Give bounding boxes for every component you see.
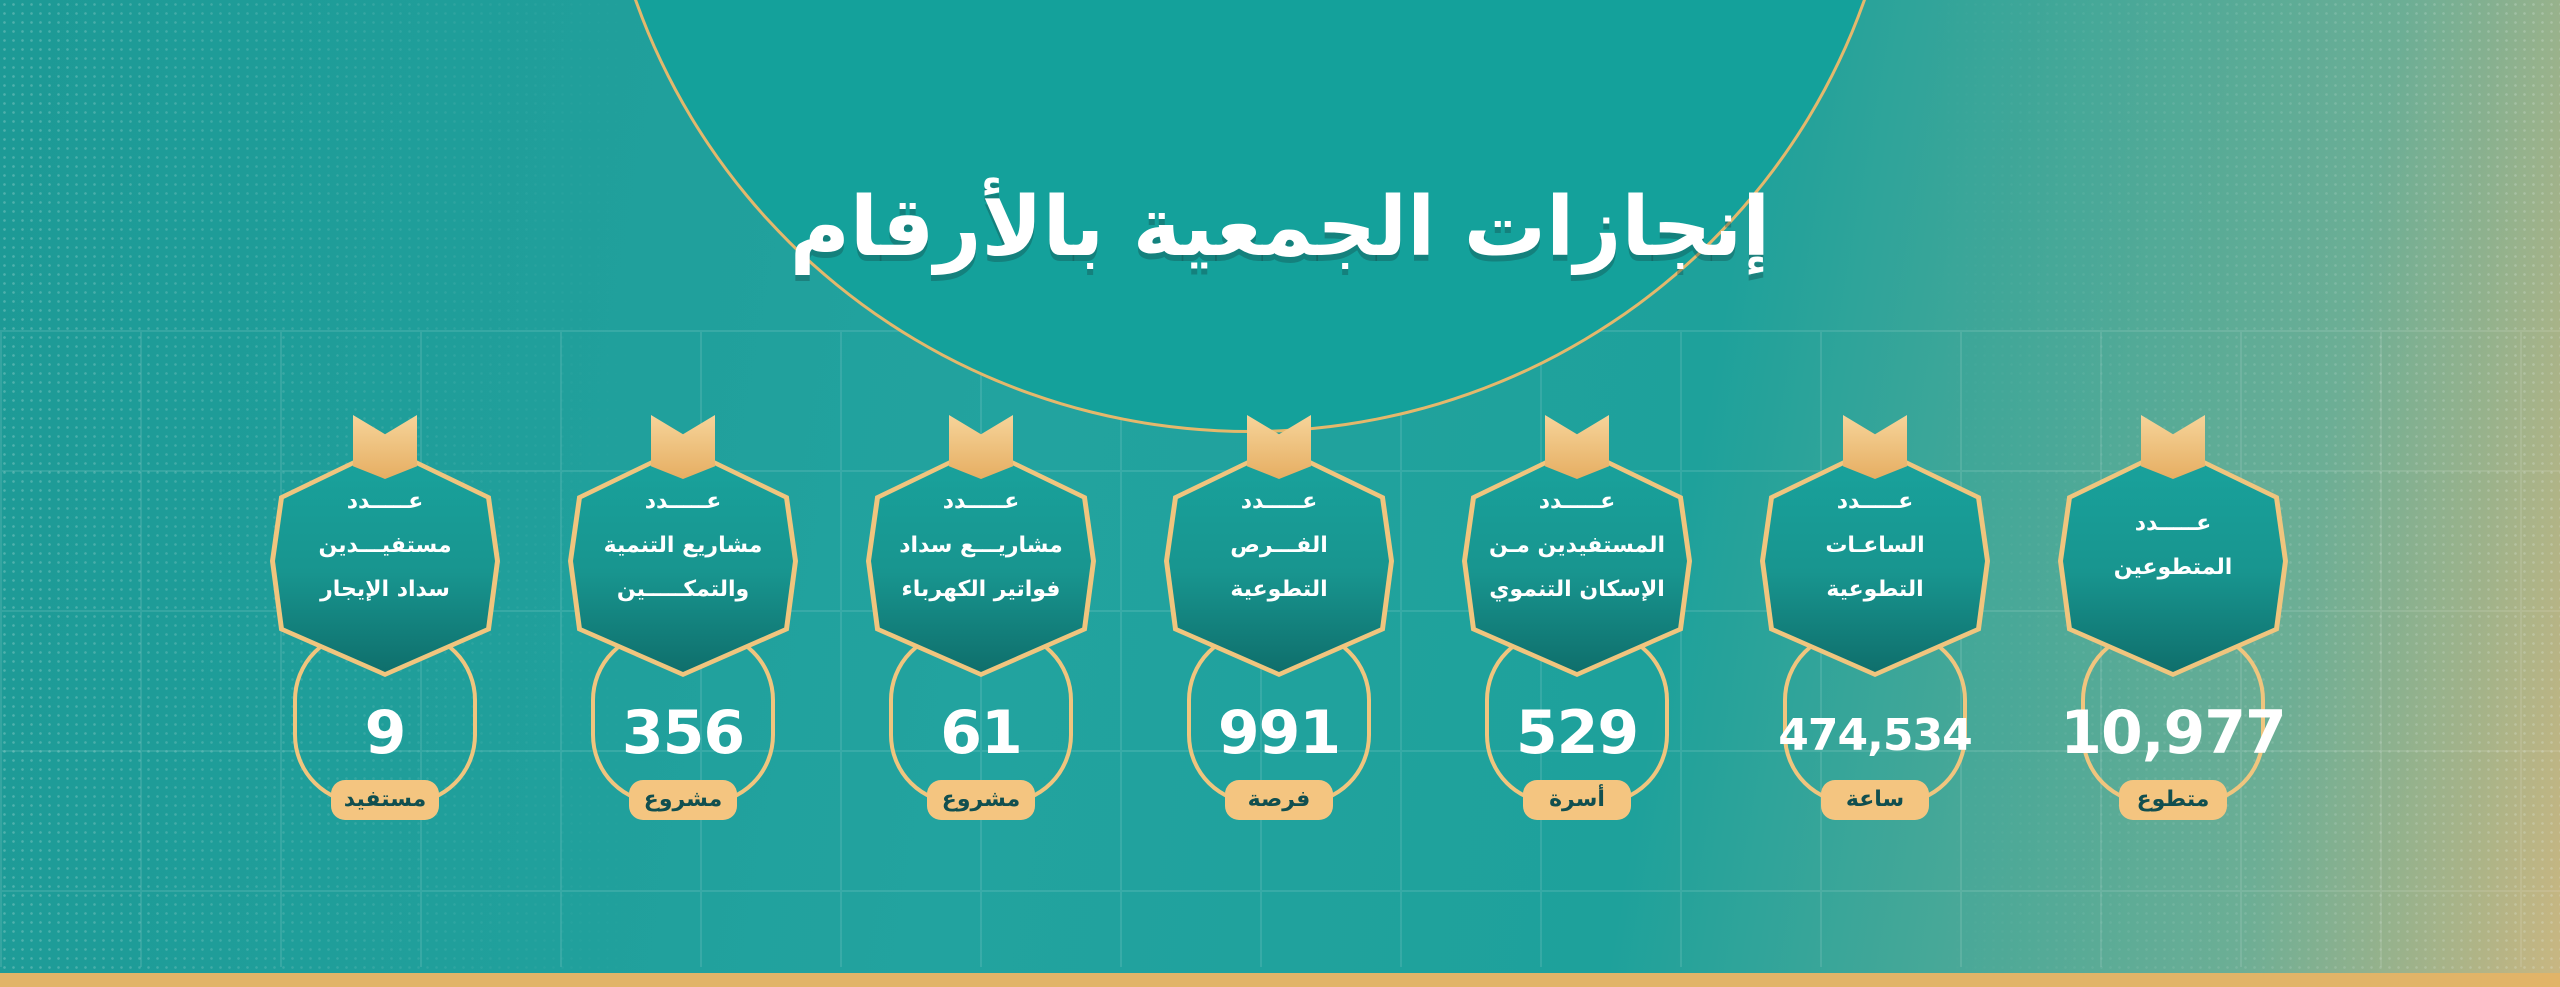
card-label-line: مشاريـــع سداد: [899, 533, 1063, 558]
card-label-line: عـــــدد: [1538, 489, 1616, 514]
stat-card: عـــــدد مستفيـــدين سداد الإيجار 9 مستفيد: [265, 415, 505, 820]
stat-value: 356: [621, 698, 745, 768]
bottom-gold-bar: [0, 973, 2560, 987]
card-label-line: المستفيدين مـن: [1488, 533, 1666, 558]
crown-ribbon-icon: [1545, 415, 1609, 479]
crown-ribbon-icon: [353, 415, 417, 479]
label-hexagon: عـــــدد مستفيـــدين سداد الإيجار: [270, 445, 500, 677]
card-label-line: مستفيـــدين: [318, 533, 452, 558]
label-hexagon: عـــــدد الساعـات التطوعية: [1760, 445, 1990, 677]
crown-ribbon-icon: [949, 415, 1013, 479]
stat-value: 474,534: [1778, 710, 1972, 761]
card-label-line: فواتير الكهرباء: [901, 577, 1061, 602]
label-hexagon: عـــــدد مشاريع التنمية والتمكـــــين: [568, 445, 798, 677]
stat-card: عـــــدد المستفيدين مـن الإسكان التنموي 52…: [1457, 415, 1697, 820]
card-label-line: عـــــدد: [2134, 511, 2212, 536]
card-label-line: المتطوعين: [2113, 555, 2233, 580]
card-label-line: الساعـات: [1825, 533, 1925, 558]
label-hexagon: عـــــدد المستفيدين مـن الإسكان التنموي: [1462, 445, 1692, 677]
card-label-line: عـــــدد: [942, 489, 1020, 514]
card-label-line: التطوعية: [1230, 577, 1328, 602]
page-title: إنجازات الجمعية بالأرقام: [789, 180, 1771, 275]
unit-badge: فرصة: [1225, 780, 1333, 820]
unit-badge: ساعة: [1821, 780, 1929, 820]
label-hexagon: عـــــدد مشاريـــع سداد فواتير الكهرباء: [866, 445, 1096, 677]
unit-badge: مشروع: [927, 780, 1035, 820]
stat-card: عـــــدد مشاريـــع سداد فواتير الكهرباء 61…: [861, 415, 1101, 820]
stat-card: عـــــدد مشاريع التنمية والتمكـــــين 356 …: [563, 415, 803, 820]
stat-card: عـــــدد الفـــرص التطوعية 991 فرصة: [1159, 415, 1399, 820]
card-label-line: الفـــرص: [1230, 533, 1328, 558]
label-hexagon: عـــــدد الفـــرص التطوعية: [1164, 445, 1394, 677]
card-label-line: سداد الإيجار: [320, 577, 450, 602]
unit-badge: مشروع: [629, 780, 737, 820]
card-label-line: عـــــدد: [644, 489, 722, 514]
stat-value: 10,977: [2060, 698, 2287, 768]
stat-card: عـــــدد الساعـات التطوعية 474,534 ساعة: [1755, 415, 1995, 820]
crown-ribbon-icon: [651, 415, 715, 479]
card-label-line: التطوعية: [1826, 577, 1924, 602]
unit-badge: مستفيد: [331, 780, 439, 820]
stat-value: 61: [940, 698, 1023, 768]
card-label-line: عـــــدد: [346, 489, 424, 514]
unit-badge: أسرة: [1523, 780, 1631, 820]
card-label-line: عـــــدد: [1836, 489, 1914, 514]
card-label-line: عـــــدد: [1240, 489, 1318, 514]
card-label-line: مشاريع التنمية: [603, 533, 763, 558]
stat-value: 9: [364, 698, 407, 768]
stat-value: 529: [1515, 698, 1639, 768]
stat-card: عـــــدد المتطوعين 10,977 متطوع: [2053, 415, 2293, 820]
card-label-line: والتمكـــــين: [616, 577, 750, 602]
stat-value: 991: [1217, 698, 1341, 768]
card-label-line: الإسكان التنموي: [1489, 577, 1665, 602]
crown-ribbon-icon: [1843, 415, 1907, 479]
crown-ribbon-icon: [2141, 415, 2205, 479]
crown-ribbon-icon: [1247, 415, 1311, 479]
unit-badge: متطوع: [2119, 780, 2227, 820]
label-hexagon: عـــــدد المتطوعين: [2058, 445, 2288, 677]
